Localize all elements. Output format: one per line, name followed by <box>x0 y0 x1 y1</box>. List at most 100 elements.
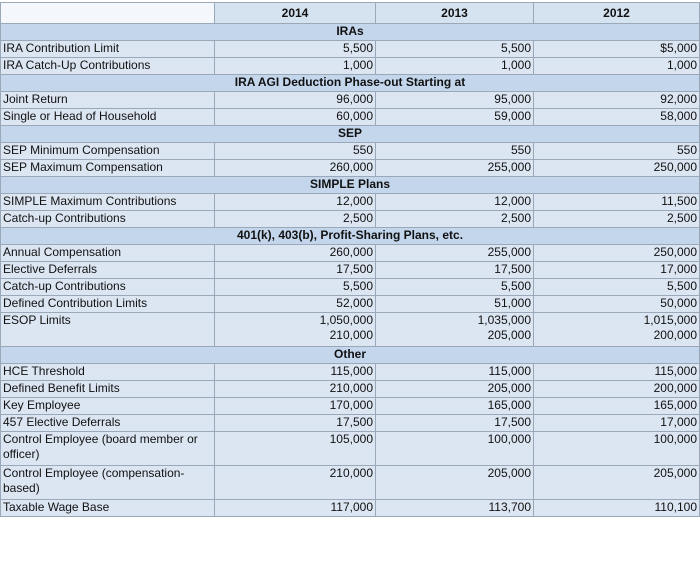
section-row: Other <box>0 346 700 364</box>
value-cell: 59,000 <box>375 108 534 126</box>
section-title: Other <box>0 346 700 364</box>
data-row: Control Employee (board member or office… <box>0 431 700 466</box>
value-cell: 210,000 <box>214 465 376 500</box>
value-cell: 100,000 <box>375 431 534 466</box>
value-cell: 96,000 <box>214 91 376 109</box>
value-cell: 51,000 <box>375 295 534 313</box>
value-cell: 1,000 <box>214 57 376 75</box>
value-cell: 550 <box>375 142 534 160</box>
section-title: SEP <box>0 125 700 143</box>
value-cell: 260,000 <box>214 244 376 262</box>
row-label: Defined Benefit Limits <box>0 380 215 398</box>
row-label: Control Employee (compensation-based) <box>0 465 215 500</box>
data-row: Joint Return 96,000 95,000 92,000 <box>0 91 700 109</box>
value-cell: 12,000 <box>214 193 376 211</box>
value-cell: 210,000 <box>214 380 376 398</box>
value-cell: 1,000 <box>375 57 534 75</box>
data-row: Single or Head of Household 60,000 59,000 5… <box>0 108 700 126</box>
data-row: Catch-up Contributions 2,500 2,500 2,500 <box>0 210 700 228</box>
section-title: IRA AGI Deduction Phase-out Starting at <box>0 74 700 92</box>
data-row: Elective Deferrals 17,500 17,500 17,000 <box>0 261 700 279</box>
data-row: IRA Catch-Up Contributions 1,000 1,000 1,00… <box>0 57 700 75</box>
data-row: Defined Benefit Limits 210,000 205,000 200,… <box>0 380 700 398</box>
value-cell: 2,500 <box>214 210 376 228</box>
value-cell: 205,000 <box>533 465 700 500</box>
data-row: Defined Contribution Limits 52,000 51,000 5… <box>0 295 700 313</box>
data-row: Catch-up Contributions 5,500 5,500 5,500 <box>0 278 700 296</box>
value-cell: 115,000 <box>214 363 376 381</box>
row-label: IRA Catch-Up Contributions <box>0 57 215 75</box>
value-cell: 5,500 <box>375 278 534 296</box>
row-label: SEP Minimum Compensation <box>0 142 215 160</box>
section-title: 401(k), 403(b), Profit-Sharing Plans, et… <box>0 227 700 245</box>
value-cell: 105,000 <box>214 431 376 466</box>
value-cell: 115,000 <box>533 363 700 381</box>
row-label: Catch-up Contributions <box>0 278 215 296</box>
value-cell: 205,000 <box>375 465 534 500</box>
value-cell: 11,500 <box>533 193 700 211</box>
value-cell: 165,000 <box>375 397 534 415</box>
value-cell: 52,000 <box>214 295 376 313</box>
value-cell: 17,500 <box>375 414 534 432</box>
value-cell: 1,000 <box>533 57 700 75</box>
value-cell: 255,000 <box>375 159 534 177</box>
section-row: SEP <box>0 125 700 143</box>
value-cell: 12,000 <box>375 193 534 211</box>
row-label: ESOP Limits <box>0 312 215 347</box>
section-row: 401(k), 403(b), Profit-Sharing Plans, et… <box>0 227 700 245</box>
value-cell: 115,000 <box>375 363 534 381</box>
data-row: SEP Minimum Compensation 550 550 550 <box>0 142 700 160</box>
section-row: IRAs <box>0 23 700 41</box>
value-cell: 550 <box>533 142 700 160</box>
value-cell: 5,500 <box>375 40 534 58</box>
section-row: SIMPLE Plans <box>0 176 700 194</box>
value-cell: 200,000 <box>533 380 700 398</box>
data-row: ESOP Limits 1,050,000 210,000 1,035,000 20… <box>0 312 700 347</box>
value-cell: 170,000 <box>214 397 376 415</box>
section-title: SIMPLE Plans <box>0 176 700 194</box>
header-row: 2014 2013 2012 <box>0 2 700 24</box>
limits-table: 2014 2013 2012 IRAs IRA Contribution Limit 5,… <box>0 2 700 517</box>
value-cell: 17,500 <box>214 414 376 432</box>
value-cell: 5,500 <box>214 40 376 58</box>
data-row: SIMPLE Maximum Contributions 12,000 12,000… <box>0 193 700 211</box>
row-label: Elective Deferrals <box>0 261 215 279</box>
value-cell: 2,500 <box>533 210 700 228</box>
value-cell: 205,000 <box>375 380 534 398</box>
table-body: 2014 2013 2012 IRAs IRA Contribution Limit 5,… <box>0 2 700 517</box>
year-header: 2013 <box>375 2 534 24</box>
value-cell: 250,000 <box>533 159 700 177</box>
value-cell: 5,500 <box>214 278 376 296</box>
corner-cell <box>0 2 215 24</box>
value-cell: 250,000 <box>533 244 700 262</box>
section-row: IRA AGI Deduction Phase-out Starting at <box>0 74 700 92</box>
row-label: Annual Compensation <box>0 244 215 262</box>
row-label: Defined Contribution Limits <box>0 295 215 313</box>
data-row: Control Employee (compensation-based) 210… <box>0 465 700 500</box>
value-cell: 17,000 <box>533 414 700 432</box>
value-cell: 5,500 <box>533 278 700 296</box>
value-cell: 110,100 <box>533 499 700 517</box>
value-cell: 95,000 <box>375 91 534 109</box>
row-label: SIMPLE Maximum Contributions <box>0 193 215 211</box>
section-title: IRAs <box>0 23 700 41</box>
row-label: Catch-up Contributions <box>0 210 215 228</box>
value-cell: 550 <box>214 142 376 160</box>
data-row: IRA Contribution Limit 5,500 5,500 $5,000 <box>0 40 700 58</box>
value-cell: 165,000 <box>533 397 700 415</box>
value-cell: 58,000 <box>533 108 700 126</box>
row-label: IRA Contribution Limit <box>0 40 215 58</box>
value-cell: 17,000 <box>533 261 700 279</box>
row-label: Single or Head of Household <box>0 108 215 126</box>
value-cell: 1,035,000 205,000 <box>375 312 534 347</box>
value-cell: 92,000 <box>533 91 700 109</box>
row-label: Joint Return <box>0 91 215 109</box>
value-cell: 1,050,000 210,000 <box>214 312 376 347</box>
row-label: SEP Maximum Compensation <box>0 159 215 177</box>
value-cell: $5,000 <box>533 40 700 58</box>
data-row: Taxable Wage Base 117,000 113,700 110,100 <box>0 499 700 517</box>
value-cell: 100,000 <box>533 431 700 466</box>
value-cell: 50,000 <box>533 295 700 313</box>
value-cell: 17,500 <box>375 261 534 279</box>
